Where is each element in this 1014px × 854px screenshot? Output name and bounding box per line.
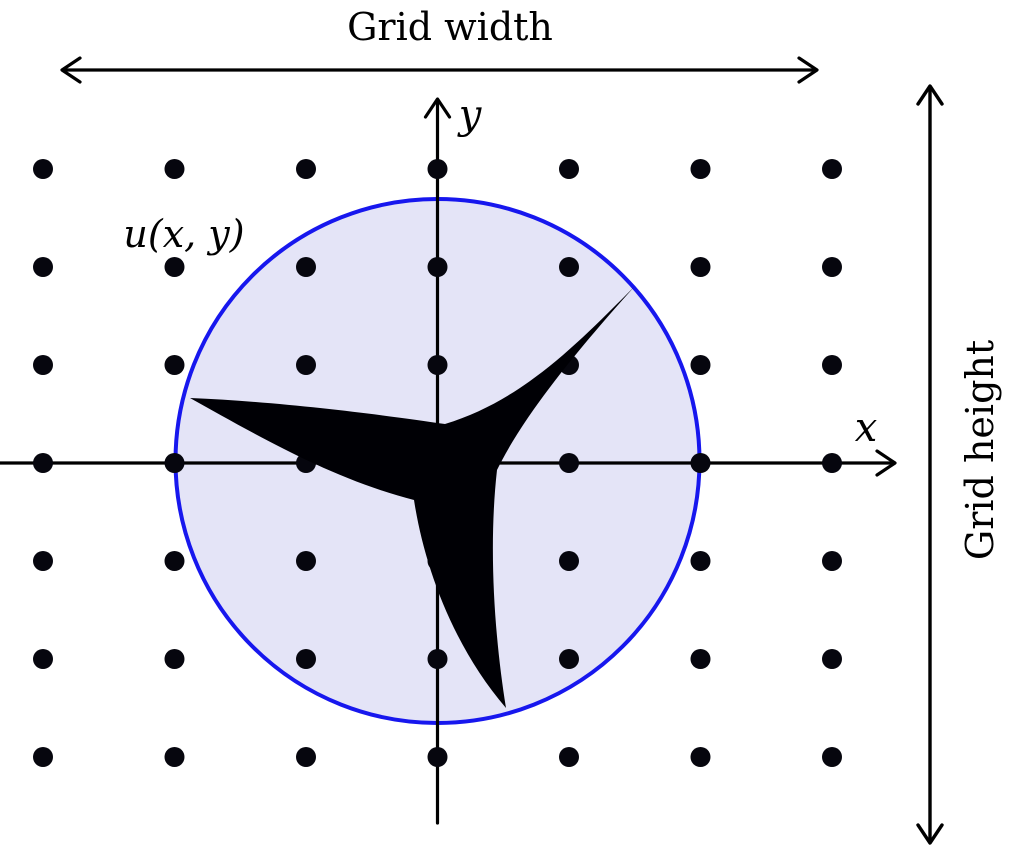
grid-sample-dot: [164, 355, 185, 375]
grid-sample-dot: [427, 747, 448, 767]
grid-sample-dot: [690, 453, 711, 473]
grid-sample-dot: [33, 747, 53, 767]
x-axis-arrowhead-icon: [875, 449, 897, 477]
grid-sample-dot: [296, 551, 316, 571]
grid-sample-dot: [33, 355, 53, 375]
sample-grid-dots: [33, 159, 842, 767]
grid-sample-dot: [690, 747, 711, 767]
grid-sample-dot: [33, 453, 53, 473]
grid-sample-dot: [822, 159, 842, 179]
grid-sample-dot: [427, 649, 448, 669]
grid-height-dimension: Grid height: [916, 84, 1002, 845]
grid-sample-dot: [164, 159, 185, 179]
grid-sample-dot: [296, 355, 316, 375]
x-axis-label: x: [855, 405, 878, 451]
grid-sample-dot: [559, 159, 579, 179]
grid-sample-dot: [822, 747, 842, 767]
grid-sample-dot: [690, 257, 711, 277]
grid-sample-dot: [33, 551, 53, 571]
grid-sample-dot: [164, 551, 185, 571]
grid-width-label: Grid width: [347, 5, 553, 49]
grid-sample-dot: [33, 257, 53, 277]
grid-sample-dot: [559, 453, 579, 473]
grid-sample-dot: [296, 649, 316, 669]
horizontal-double-arrow-icon: [60, 56, 819, 84]
grid-sample-dot: [822, 649, 842, 669]
grid-sample-dot: [690, 355, 711, 375]
grid-sample-dot: [427, 355, 448, 375]
grid-sample-dot: [559, 649, 579, 669]
grid-sample-dot: [33, 159, 53, 179]
grid-sample-dot: [296, 257, 316, 277]
grid-sample-dot: [164, 649, 185, 669]
vertical-double-arrow-icon: [916, 84, 944, 845]
grid-sample-dot: [164, 747, 185, 767]
grid-sample-dot: [690, 551, 711, 571]
grid-height-label: Grid height: [958, 340, 1002, 560]
y-axis-label: y: [457, 92, 483, 138]
grid-sample-dot: [822, 551, 842, 571]
grid-sample-dot: [559, 747, 579, 767]
field-function-label: u(x, y): [123, 212, 244, 256]
grid-sample-dot: [33, 649, 53, 669]
grid-sample-dot: [822, 257, 842, 277]
rotor-silhouette-icon: [190, 287, 634, 708]
grid-sample-dot: [427, 159, 448, 179]
grid-sample-dot: [690, 159, 711, 179]
grid-sample-dot: [822, 453, 842, 473]
grid-sample-dot: [164, 257, 185, 277]
grid-sample-dot: [427, 257, 448, 277]
grid-sample-dot: [559, 551, 579, 571]
y-axis-arrowhead-icon: [423, 97, 452, 119]
grid-width-dimension: Grid width: [60, 5, 819, 84]
grid-sample-dot: [296, 159, 316, 179]
grid-sample-dot: [822, 355, 842, 375]
grid-sample-dot: [164, 453, 185, 473]
grid-sample-dot: [690, 649, 711, 669]
grid-sample-dot: [559, 257, 579, 277]
grid-sample-dot: [296, 747, 316, 767]
